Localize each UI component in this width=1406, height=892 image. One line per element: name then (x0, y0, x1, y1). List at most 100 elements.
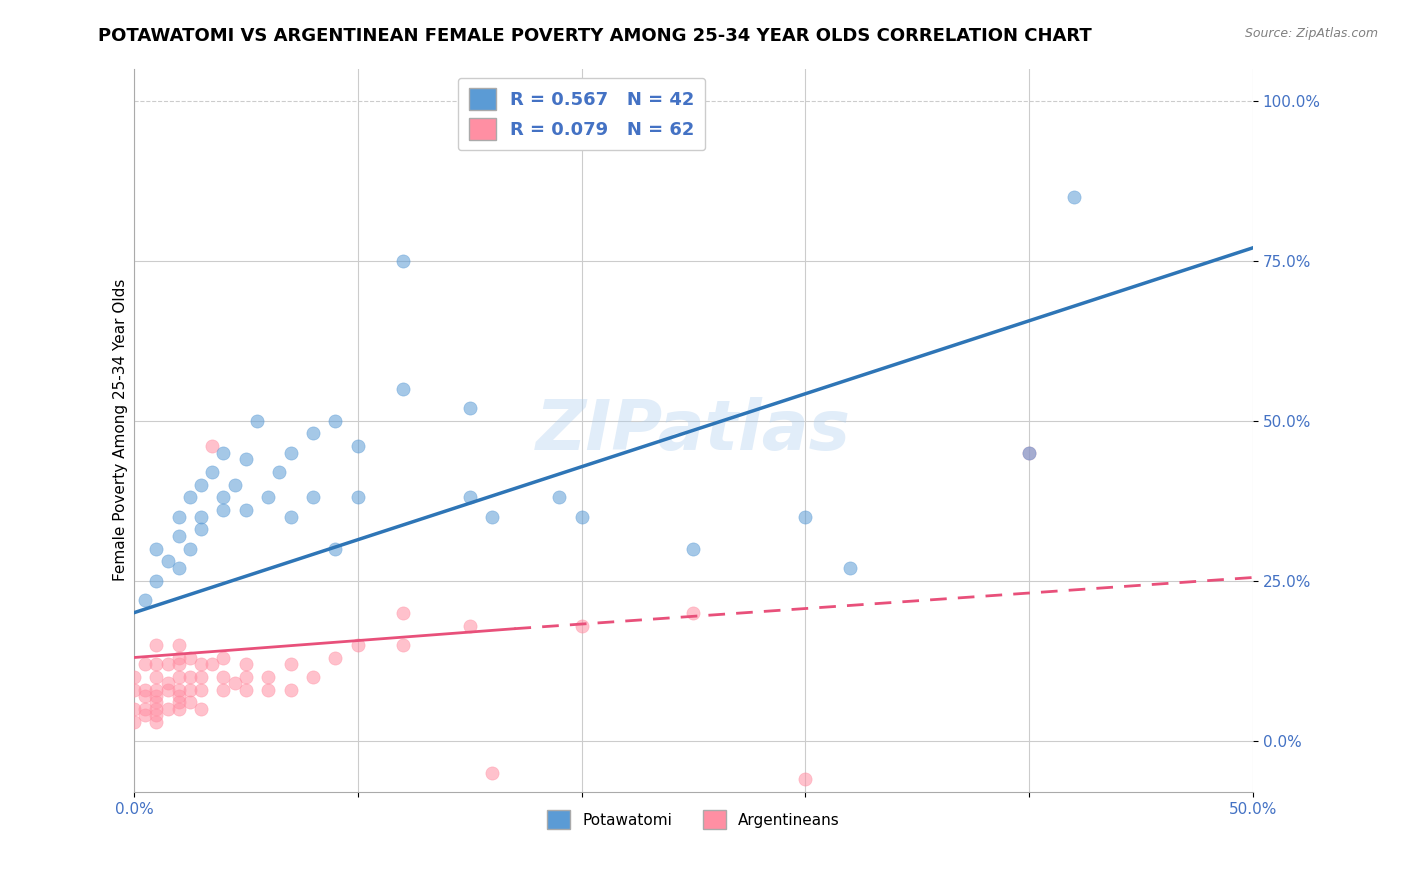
Potawatomi (190, 477, 212, 491)
Potawatomi (269, 465, 291, 479)
Argentineans (391, 638, 413, 652)
Argentineans (122, 702, 145, 716)
Argentineans (122, 714, 145, 729)
Argentineans (257, 670, 280, 684)
Argentineans (190, 670, 212, 684)
Potawatomi (190, 509, 212, 524)
Potawatomi (179, 541, 201, 556)
Argentineans (145, 695, 167, 709)
Argentineans (145, 714, 167, 729)
Potawatomi (346, 491, 368, 505)
Argentineans (458, 618, 481, 632)
Argentineans (212, 650, 235, 665)
Argentineans (325, 650, 347, 665)
Potawatomi (257, 491, 280, 505)
Legend: Potawatomi, Argentineans: Potawatomi, Argentineans (541, 804, 846, 835)
Text: POTAWATOMI VS ARGENTINEAN FEMALE POVERTY AMONG 25-34 YEAR OLDS CORRELATION CHART: POTAWATOMI VS ARGENTINEAN FEMALE POVERTY… (98, 27, 1092, 45)
Argentineans (257, 682, 280, 697)
Argentineans (280, 682, 302, 697)
Argentineans (167, 689, 190, 703)
Potawatomi (212, 445, 235, 459)
Potawatomi (280, 445, 302, 459)
Argentineans (122, 670, 145, 684)
Argentineans (481, 765, 503, 780)
Potawatomi (1063, 189, 1085, 203)
Argentineans (179, 695, 201, 709)
Potawatomi (458, 401, 481, 415)
Potawatomi (391, 382, 413, 396)
Potawatomi (458, 491, 481, 505)
Argentineans (190, 702, 212, 716)
Potawatomi (280, 509, 302, 524)
Argentineans (134, 689, 156, 703)
Argentineans (167, 695, 190, 709)
Potawatomi (134, 593, 156, 607)
Argentineans (167, 657, 190, 671)
Potawatomi (224, 477, 246, 491)
Argentineans (179, 682, 201, 697)
Argentineans (235, 657, 257, 671)
Text: Source: ZipAtlas.com: Source: ZipAtlas.com (1244, 27, 1378, 40)
Argentineans (134, 682, 156, 697)
Potawatomi (1018, 445, 1040, 459)
Argentineans (190, 657, 212, 671)
Argentineans (391, 606, 413, 620)
Text: ZIPatlas: ZIPatlas (536, 397, 851, 464)
Argentineans (682, 606, 704, 620)
Argentineans (156, 676, 179, 690)
Argentineans (212, 670, 235, 684)
Argentineans (302, 670, 325, 684)
Argentineans (346, 638, 368, 652)
Argentineans (167, 650, 190, 665)
Argentineans (167, 682, 190, 697)
Argentineans (145, 638, 167, 652)
Y-axis label: Female Poverty Among 25-34 Year Olds: Female Poverty Among 25-34 Year Olds (114, 279, 128, 582)
Argentineans (1018, 445, 1040, 459)
Potawatomi (346, 439, 368, 453)
Potawatomi (167, 561, 190, 575)
Potawatomi (145, 574, 167, 588)
Argentineans (224, 676, 246, 690)
Potawatomi (190, 523, 212, 537)
Argentineans (235, 670, 257, 684)
Argentineans (134, 708, 156, 723)
Argentineans (179, 670, 201, 684)
Potawatomi (325, 541, 347, 556)
Argentineans (145, 657, 167, 671)
Potawatomi (235, 503, 257, 517)
Argentineans (201, 657, 224, 671)
Potawatomi (156, 554, 179, 568)
Argentineans (156, 702, 179, 716)
Potawatomi (548, 491, 571, 505)
Argentineans (122, 682, 145, 697)
Argentineans (145, 682, 167, 697)
Potawatomi (325, 414, 347, 428)
Potawatomi (391, 253, 413, 268)
Argentineans (156, 657, 179, 671)
Argentineans (134, 657, 156, 671)
Potawatomi (839, 561, 862, 575)
Potawatomi (302, 426, 325, 441)
Argentineans (280, 657, 302, 671)
Argentineans (201, 439, 224, 453)
Potawatomi (201, 465, 224, 479)
Potawatomi (235, 452, 257, 467)
Potawatomi (167, 509, 190, 524)
Argentineans (167, 670, 190, 684)
Argentineans (235, 682, 257, 697)
Argentineans (212, 682, 235, 697)
Potawatomi (212, 491, 235, 505)
Argentineans (145, 708, 167, 723)
Potawatomi (682, 541, 704, 556)
Potawatomi (481, 509, 503, 524)
Potawatomi (571, 509, 593, 524)
Argentineans (794, 772, 817, 786)
Argentineans (134, 702, 156, 716)
Argentineans (179, 650, 201, 665)
Potawatomi (302, 491, 325, 505)
Potawatomi (179, 491, 201, 505)
Argentineans (156, 682, 179, 697)
Argentineans (167, 702, 190, 716)
Potawatomi (212, 503, 235, 517)
Potawatomi (246, 414, 269, 428)
